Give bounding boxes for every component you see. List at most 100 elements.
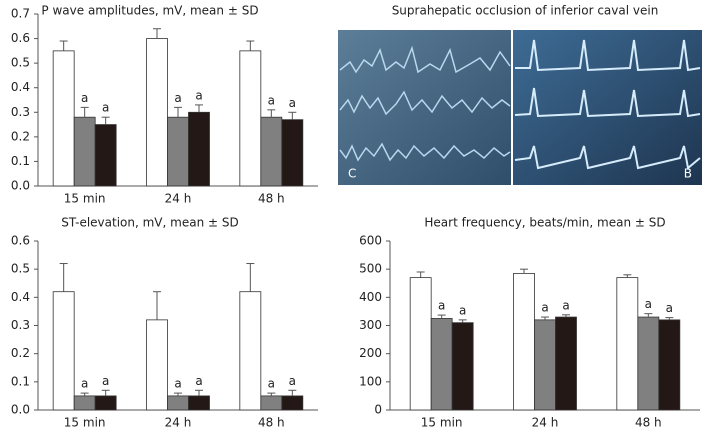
- x-tick-label: 24 h: [165, 192, 192, 206]
- panel-label: B: [684, 167, 692, 181]
- error-bar: [195, 389, 203, 396]
- bar: [146, 319, 168, 411]
- chart-title: P wave amplitudes, mV, mean ± SD: [41, 4, 258, 18]
- bar: [94, 395, 117, 411]
- error-bar: [665, 317, 674, 320]
- error-bar: [80, 392, 89, 396]
- error-bar: [246, 40, 255, 51]
- annotation: a: [541, 301, 548, 315]
- y-tick-label: 0.4: [11, 80, 30, 94]
- bar: [52, 291, 75, 411]
- annotation: a: [81, 377, 88, 391]
- error-bar: [101, 389, 110, 396]
- bar: [281, 395, 304, 411]
- bar: [534, 319, 556, 411]
- error-bar: [288, 389, 297, 396]
- ecg-trace: [339, 45, 511, 74]
- ecg-panel: Suprahepatic occlusion of inferior caval…: [338, 4, 702, 185]
- annotation: a: [438, 299, 445, 313]
- x-tick-label: 24 h: [165, 416, 192, 430]
- annotation: a: [102, 101, 109, 115]
- y-tick-label: 100: [359, 374, 382, 388]
- y-tick-label: 0.3: [11, 318, 30, 332]
- y-tick-label: 0.6: [11, 234, 30, 248]
- error-bar: [153, 291, 161, 320]
- error-bar: [288, 111, 297, 120]
- bar: [451, 322, 474, 411]
- error-bar: [416, 271, 425, 278]
- y-tick-label: 0.4: [11, 290, 30, 304]
- annotation: a: [81, 91, 88, 105]
- y-tick-label: 0.3: [11, 105, 30, 119]
- ecg-trace: [515, 39, 701, 72]
- x-tick-label: 15 min: [64, 416, 106, 430]
- error-bar: [562, 314, 570, 318]
- ecg-trace: [514, 87, 701, 118]
- y-tick-label: 0.5: [11, 262, 30, 276]
- annotation: a: [174, 377, 181, 391]
- bar: [555, 316, 577, 411]
- y-tick-label: 200: [359, 346, 382, 360]
- chart-title: Heart frequency, beats/min, mean ± SD: [424, 216, 665, 230]
- error-bar: [195, 104, 203, 113]
- bar: [167, 395, 189, 411]
- bar: [73, 395, 96, 411]
- annotation: a: [289, 96, 296, 110]
- y-tick-label: 500: [359, 262, 382, 276]
- error-bar: [644, 313, 653, 318]
- error-bar: [541, 316, 549, 320]
- x-tick-label: 15 min: [421, 416, 463, 430]
- panel-title: Suprahepatic occlusion of inferior caval…: [392, 4, 659, 18]
- error-bar: [59, 263, 68, 292]
- x-tick-label: 48 h: [635, 416, 662, 430]
- annotation: a: [268, 377, 275, 391]
- error-bar: [623, 274, 632, 278]
- panel-label: C: [348, 167, 356, 181]
- y-tick-label: 0.0: [11, 403, 30, 417]
- bar: [260, 395, 283, 411]
- annotation: a: [459, 303, 466, 317]
- y-tick-label: 0.6: [11, 31, 30, 45]
- bar: [73, 116, 96, 187]
- y-tick-label: 400: [359, 290, 382, 304]
- bar: [146, 38, 168, 187]
- annotation: a: [195, 374, 202, 388]
- error-bar: [59, 40, 68, 51]
- x-tick-label: 15 min: [64, 192, 106, 206]
- y-tick-label: 0.0: [11, 179, 30, 193]
- y-tick-label: 300: [359, 318, 382, 332]
- error-bar: [267, 392, 276, 396]
- bar: [616, 277, 639, 411]
- bar: [658, 319, 681, 411]
- bar: [52, 50, 75, 187]
- annotation: a: [645, 297, 652, 311]
- ecg-trace: [339, 90, 511, 116]
- annotation: a: [102, 374, 109, 388]
- annotation: a: [174, 91, 181, 105]
- bar: [430, 318, 453, 411]
- bar: [409, 277, 432, 411]
- y-tick-label: 0.5: [11, 56, 30, 70]
- bar: [167, 116, 189, 187]
- bar: [281, 119, 304, 187]
- annotation: a: [289, 374, 296, 388]
- y-tick-label: 600: [359, 234, 382, 248]
- y-tick-label: 0.2: [11, 129, 30, 143]
- bar: [188, 395, 210, 411]
- y-tick-label: 0.1: [11, 374, 30, 388]
- error-bar: [458, 319, 467, 323]
- bar: [94, 124, 117, 187]
- bar: [188, 111, 210, 187]
- ecg-trace: [339, 142, 511, 162]
- bar: [239, 291, 262, 411]
- error-bar: [174, 106, 182, 118]
- annotation: a: [268, 93, 275, 107]
- annotation: a: [562, 298, 569, 312]
- ecg-trace: [514, 145, 701, 170]
- bar: [513, 272, 535, 411]
- bar: [239, 50, 262, 187]
- bar: [260, 116, 283, 187]
- bar: [637, 316, 660, 411]
- y-tick-label: 0.2: [11, 346, 30, 360]
